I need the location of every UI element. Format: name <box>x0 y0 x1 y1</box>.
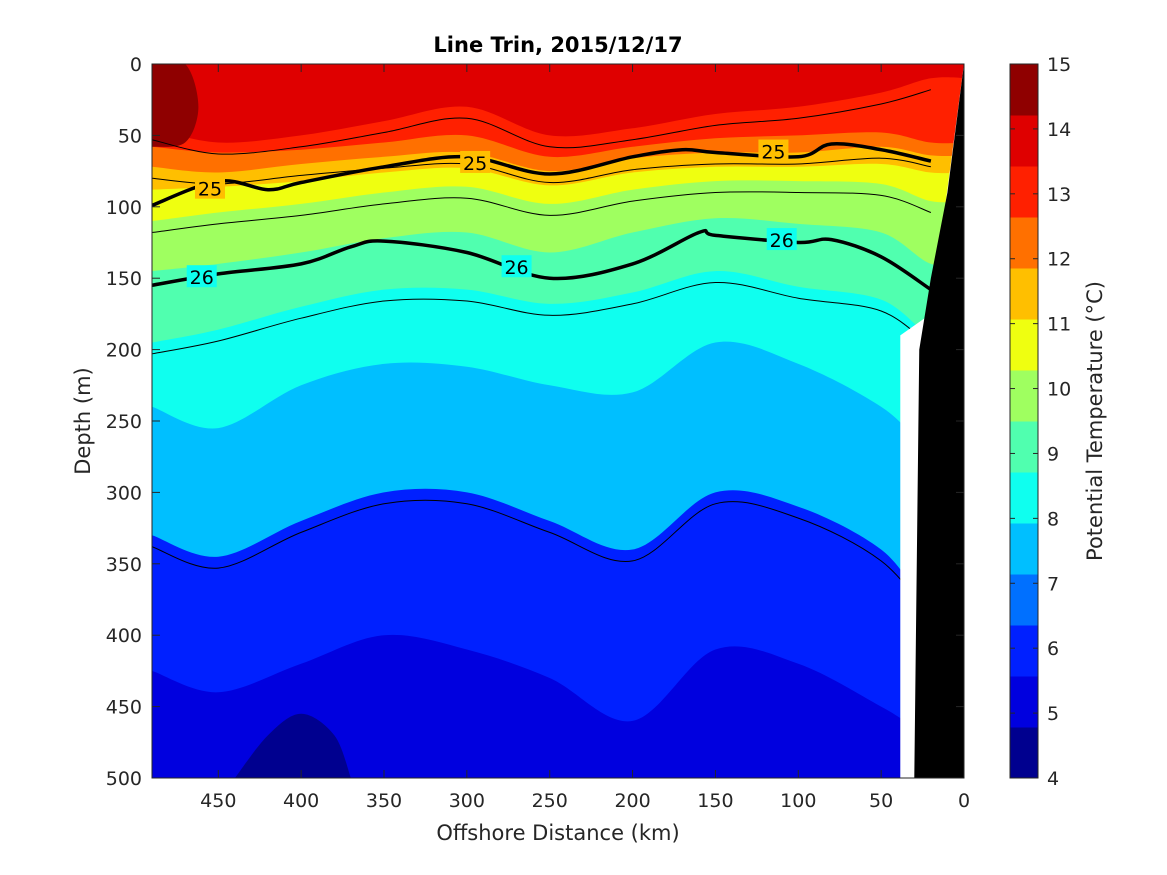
y-tick-label: 400 <box>106 625 142 647</box>
contour-label: 25 <box>761 142 785 164</box>
colorbar-tick-label: 8 <box>1047 508 1059 530</box>
x-tick-label: 300 <box>449 790 485 812</box>
plot-area: 25 25 25 26 26 26 <box>151 63 965 779</box>
colorbar-tick-label: 15 <box>1047 54 1071 76</box>
contour-label-bg <box>195 176 225 199</box>
x-tick-label: 50 <box>869 790 893 812</box>
isotherm-line <box>152 157 931 185</box>
y-tick-label: 200 <box>106 340 142 362</box>
x-axis-label: Offshore Distance (km) <box>436 821 679 845</box>
colorbar-segment <box>1010 319 1038 371</box>
x-tick-label: 350 <box>366 790 402 812</box>
y-tick-label: 300 <box>106 482 142 504</box>
colorbar-segment <box>1010 574 1038 626</box>
x-tick-label: 250 <box>532 790 568 812</box>
colorbar-tick-label: 5 <box>1047 703 1059 725</box>
contour-label-bg <box>186 265 217 288</box>
colorbar-segment <box>1010 115 1038 167</box>
colorbar-segment <box>1010 727 1038 779</box>
x-tick-label: 100 <box>780 790 816 812</box>
contour-label-bg <box>758 139 789 162</box>
isotherm-line <box>152 499 932 619</box>
y-axis-label: Depth (m) <box>71 367 95 474</box>
y-tick-label: 150 <box>106 268 142 290</box>
colorbar-tick-label: 6 <box>1047 638 1059 660</box>
contour-label: 26 <box>504 257 528 279</box>
colorbar-tick-label: 11 <box>1047 314 1071 336</box>
colorbar-tick-label: 13 <box>1047 184 1071 206</box>
seafloor-mask <box>900 64 964 778</box>
isotherm-line <box>152 89 932 155</box>
x-axis: 450 400 350 300 250 200 150 100 50 0 <box>200 64 970 812</box>
y-tick-label: 0 <box>130 54 142 76</box>
colorbar-segment <box>1010 217 1038 269</box>
colorbar-tick-label: 7 <box>1047 573 1059 595</box>
density-contour-25 <box>152 142 932 208</box>
band-4-5 <box>152 634 964 778</box>
colorbar-segment <box>1010 676 1038 728</box>
x-tick-label: 450 <box>200 790 236 812</box>
contour-label-bg <box>766 228 797 251</box>
colorbar-segment <box>1010 472 1038 524</box>
chart-title: Line Trin, 2015/12/17 <box>433 33 682 57</box>
density-contour-26 <box>152 228 932 292</box>
y-tick-label: 500 <box>106 768 142 790</box>
density-contours: 25 25 25 26 26 26 <box>152 139 932 292</box>
colorbar-segment <box>1010 268 1038 320</box>
y-tick-label: 350 <box>106 554 142 576</box>
x-tick-label: 0 <box>958 790 970 812</box>
colorbar-tick-label: 10 <box>1047 379 1071 401</box>
colorbar-tick-label: 14 <box>1047 119 1071 141</box>
colorbar-segment <box>1010 523 1038 575</box>
isotherm-line <box>152 281 932 355</box>
contour-label: 25 <box>463 153 487 175</box>
seafloor <box>914 64 964 778</box>
colorbar: 4 5 6 7 8 9 10 11 12 13 14 15 <box>1009 54 1071 790</box>
colorbar-label: Potential Temperature (°C) <box>1083 281 1107 561</box>
contour-label-bg <box>460 150 491 173</box>
y-tick-label: 100 <box>106 197 142 219</box>
colorbar-tick-label: 9 <box>1047 443 1059 465</box>
contour-label: 26 <box>770 230 794 252</box>
y-axis: 0 50 100 150 200 250 300 350 400 450 500 <box>106 54 964 790</box>
isotherm-lines <box>152 89 932 619</box>
warm-core <box>152 64 199 147</box>
y-tick-label: 450 <box>106 697 142 719</box>
x-tick-label: 200 <box>614 790 650 812</box>
colorbar-segment <box>1010 166 1038 218</box>
colorbar-tick-label: 4 <box>1047 768 1059 790</box>
contour-label: 26 <box>190 267 214 289</box>
colorbar-segment <box>1010 370 1038 422</box>
y-tick-label: 50 <box>118 125 142 147</box>
colorbar-segment <box>1010 625 1038 677</box>
contour-label: 25 <box>198 179 222 201</box>
colorbar-tick-label: 12 <box>1047 249 1071 271</box>
contour-label-bg <box>501 255 532 278</box>
colorbar-segment <box>1010 64 1038 116</box>
x-tick-label: 400 <box>283 790 319 812</box>
x-tick-label: 150 <box>697 790 733 812</box>
temperature-filled-contours <box>152 64 964 778</box>
cold-core <box>234 713 351 778</box>
isotherm-line <box>152 191 932 233</box>
y-tick-label: 250 <box>106 411 142 433</box>
colorbar-frame <box>1009 63 1039 779</box>
colorbar-segment <box>1010 421 1038 473</box>
